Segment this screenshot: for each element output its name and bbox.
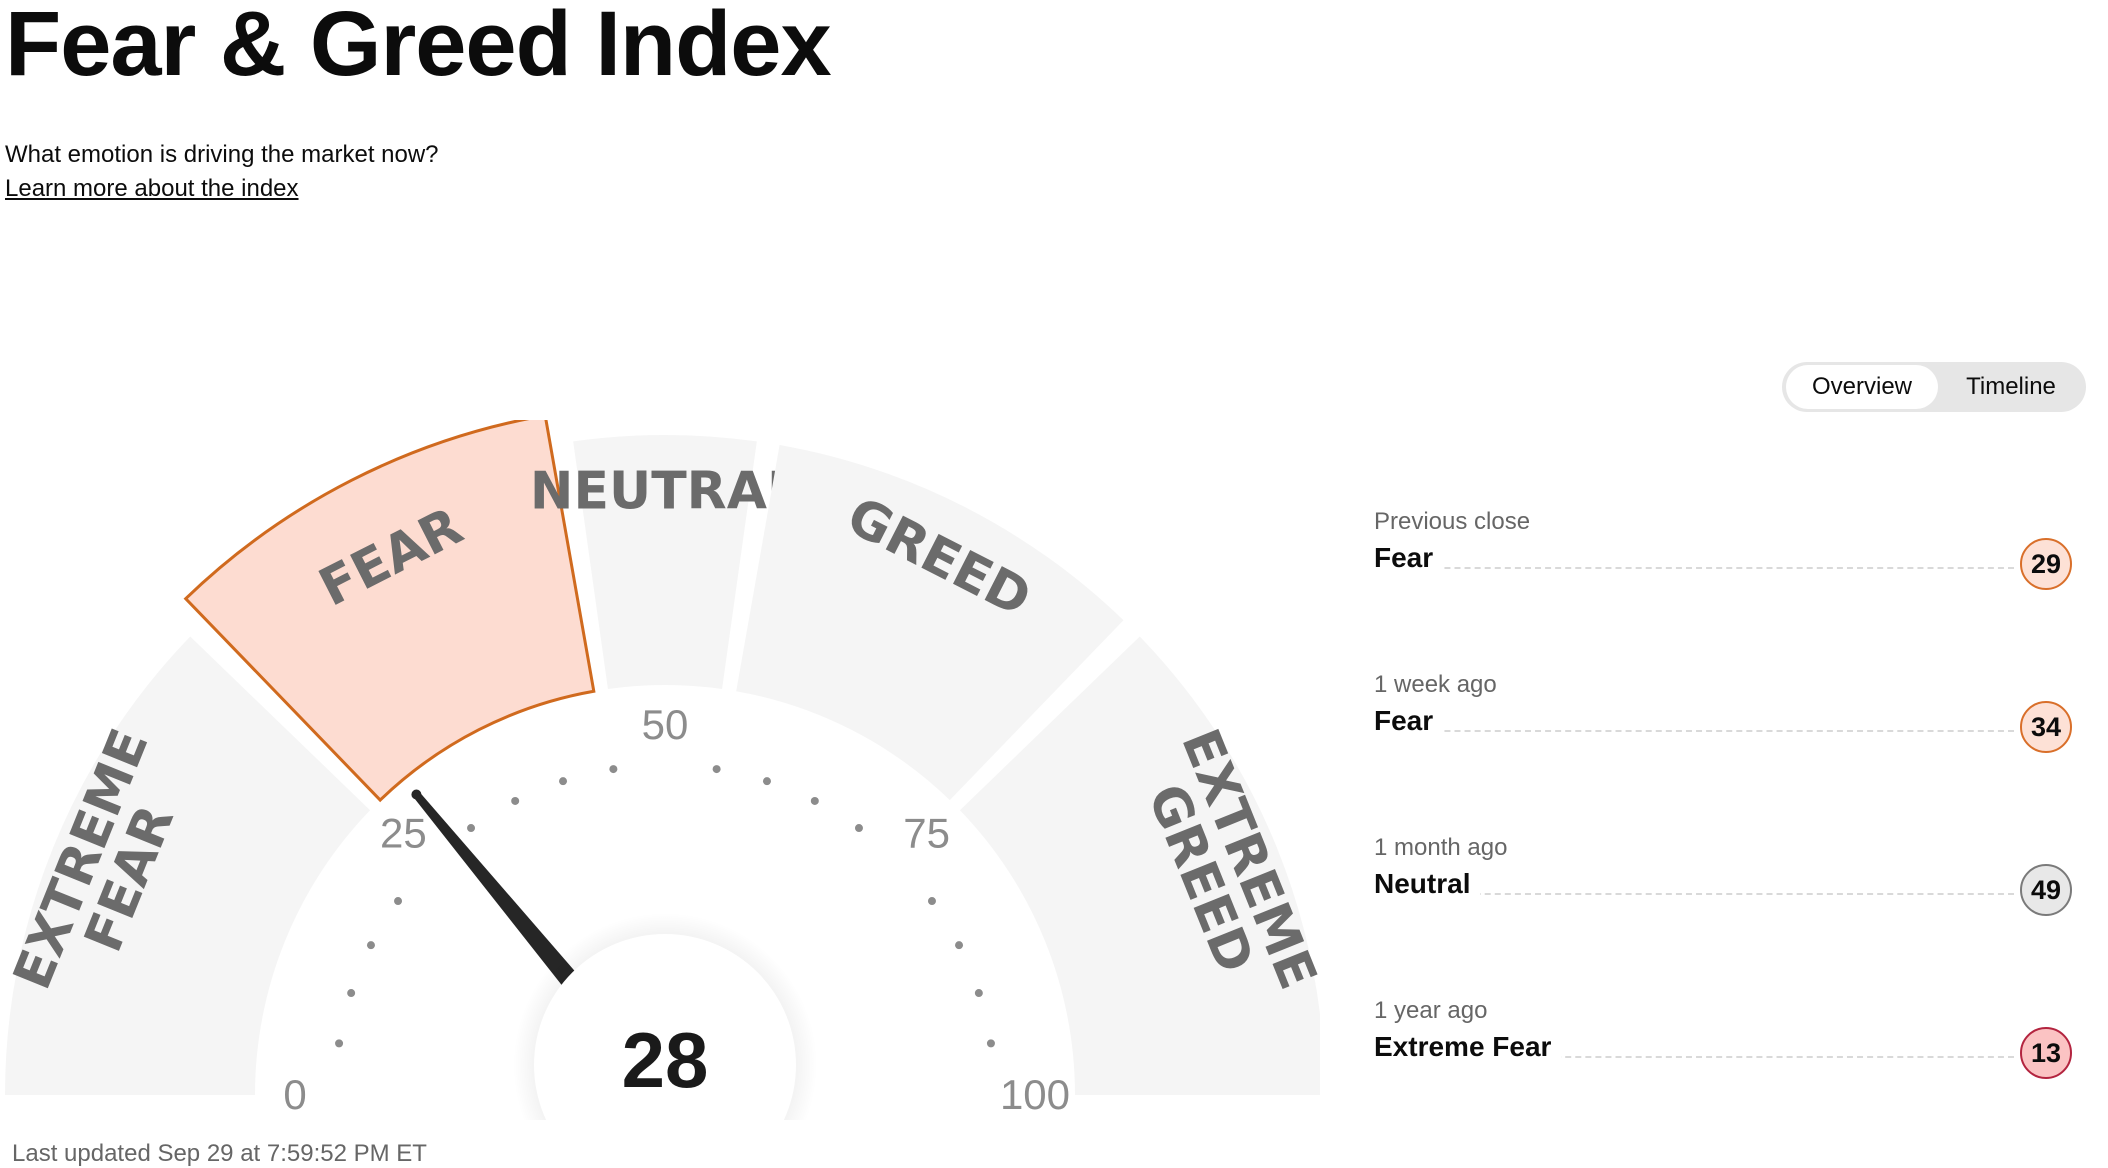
- history-value-badge: 13: [2020, 1027, 2072, 1079]
- history-period: 1 year ago: [1374, 997, 1488, 1024]
- dial-dot: [712, 765, 721, 774]
- dial-dot: [347, 989, 356, 998]
- scale-label-0: 0: [283, 1071, 306, 1118]
- needle-tip: [411, 789, 422, 800]
- gauge-value: 28: [622, 1016, 709, 1104]
- tab-overview[interactable]: Overview: [1786, 365, 1938, 409]
- dashed-divider: [1374, 893, 2014, 895]
- scale-label-25: 25: [380, 809, 427, 856]
- dial-dot: [986, 1039, 995, 1048]
- dial-dot: [974, 989, 983, 998]
- view-toggle: Overview Timeline: [1782, 362, 2086, 412]
- gauge-zone-extreme-greed: [959, 636, 1320, 1095]
- history-rating: Extreme Fear: [1374, 1031, 1562, 1063]
- scale-label-50: 50: [642, 701, 689, 748]
- dial-dot: [927, 897, 936, 906]
- history-period: 1 month ago: [1374, 834, 1508, 861]
- history-rating: Fear: [1374, 542, 1444, 574]
- history-period: 1 week ago: [1374, 671, 1497, 698]
- dial-dot: [762, 777, 771, 786]
- dial-dot: [511, 796, 520, 805]
- dashed-divider: [1374, 1056, 2014, 1058]
- history-item-1-month: 1 month ago Neutral 49: [1374, 834, 2074, 997]
- gauge-hub: [534, 934, 796, 1120]
- dial-dot: [854, 824, 863, 833]
- scale-label-75: 75: [903, 809, 950, 856]
- gauge-dial-dots: [335, 765, 995, 1048]
- history-item-previous-close: Previous close Fear 29: [1374, 508, 2074, 671]
- history-value-badge: 29: [2020, 538, 2072, 590]
- tab-timeline[interactable]: Timeline: [1966, 373, 2056, 400]
- history-value-badge: 34: [2020, 701, 2072, 753]
- gauge-zone-neutral: [573, 435, 757, 689]
- page-title: Fear & Greed Index: [5, 0, 832, 95]
- dial-dot: [467, 824, 476, 833]
- dial-dot: [394, 897, 403, 906]
- dial-dot: [609, 765, 618, 774]
- last-updated: Last updated Sep 29 at 7:59:52 PM ET: [12, 1140, 427, 1167]
- gauge-zone-label-neutral: NEUTRAL: [530, 462, 800, 522]
- history-value-badge: 49: [2020, 864, 2072, 916]
- dashed-divider: [1374, 567, 2014, 569]
- gauge-zone-greed: [736, 445, 1124, 801]
- history-rating: Fear: [1374, 705, 1444, 737]
- dial-dot: [810, 796, 819, 805]
- dashed-divider: [1374, 730, 2014, 732]
- history-item-1-week: 1 week ago Fear 34: [1374, 671, 2074, 834]
- gauge-zone-extreme-fear: [5, 636, 371, 1095]
- gauge-zone-fear: [183, 420, 596, 803]
- gauge-scale-labels: 0 25 50 75 100: [283, 701, 1070, 1118]
- history-item-1-year: 1 year ago Extreme Fear 13: [1374, 997, 2074, 1160]
- dial-dot: [366, 941, 375, 950]
- history-period: Previous close: [1374, 508, 1531, 535]
- dial-dot: [955, 941, 964, 950]
- history-list: Previous close Fear 29 1 week ago Fear 3…: [1374, 508, 2074, 1160]
- gauge-zone-label-line: NEUTRAL: [530, 462, 800, 522]
- history-rating: Neutral: [1374, 868, 1481, 900]
- scale-label-100: 100: [1000, 1071, 1070, 1118]
- dial-dot: [335, 1039, 344, 1048]
- learn-more-link[interactable]: Learn more about the index: [5, 175, 299, 202]
- dial-dot: [559, 777, 568, 786]
- page-subtitle: What emotion is driving the market now?: [5, 141, 439, 168]
